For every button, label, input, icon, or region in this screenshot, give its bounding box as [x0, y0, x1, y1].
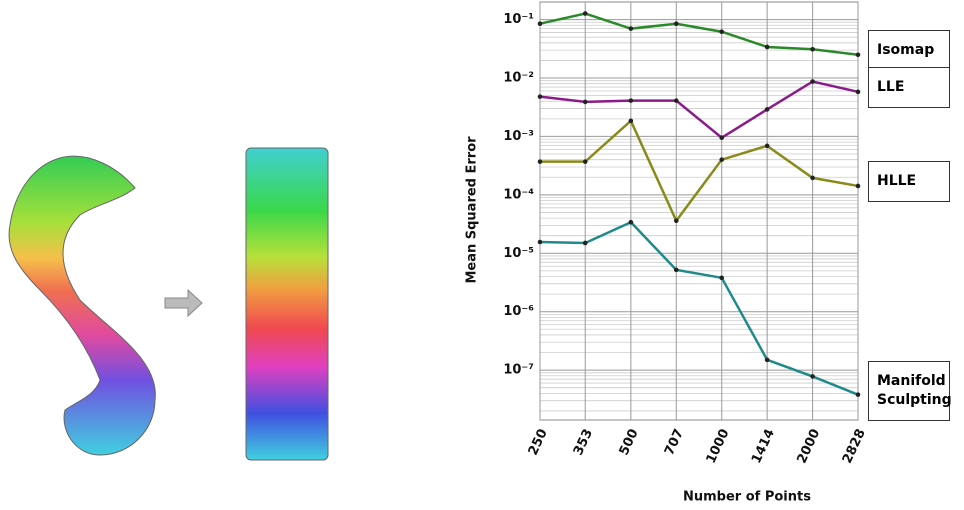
data-point [719, 135, 725, 141]
data-point [719, 29, 725, 35]
data-point [673, 218, 679, 224]
x-tick-label: 707 [662, 427, 687, 458]
data-point [673, 98, 679, 103]
x-axis-label: Number of Points [683, 490, 811, 505]
legend-entry: Manifold Sculpting [868, 360, 952, 421]
arrow [164, 288, 203, 318]
data-point [582, 240, 588, 246]
x-tick-label: 1000 [704, 427, 733, 466]
data-point [810, 47, 815, 52]
data-point [719, 157, 725, 162]
y-axis-label: Mean Squared Error [465, 136, 480, 284]
x-tick-label: 353 [571, 427, 596, 458]
data-point [810, 79, 815, 84]
y-tick-label: 10⁻⁴ [503, 187, 534, 202]
x-tick-label: 250 [526, 427, 551, 458]
manifold-s-curve [8, 155, 156, 456]
data-point [582, 159, 588, 164]
data-point [719, 275, 725, 281]
y-tick-label: 10⁻¹ [503, 12, 534, 27]
y-tick-label: 10⁻² [503, 71, 534, 86]
series-line [539, 12, 859, 57]
data-point [810, 374, 815, 379]
data-point [810, 175, 815, 181]
data-point [582, 11, 588, 16]
y-tick-label: 10⁻³ [503, 129, 534, 144]
y-tick-label: 10⁻⁵ [503, 246, 534, 261]
legend-entry: LLE [868, 67, 950, 109]
data-point [537, 239, 543, 245]
series-line [540, 118, 859, 224]
data-point [628, 118, 634, 124]
data-point [628, 26, 634, 31]
legend-entry: HLLE [868, 161, 950, 203]
x-tick-label: 2000 [794, 427, 823, 466]
data-point [764, 44, 770, 50]
data-point [855, 89, 861, 95]
data-point [628, 98, 634, 103]
data-point [764, 357, 770, 363]
data-point [764, 143, 770, 149]
x-tick-label: 1414 [749, 427, 778, 466]
x-tick-label: 500 [617, 427, 642, 458]
data-point [855, 183, 861, 189]
x-tick-label: 2828 [840, 427, 869, 466]
data-point [673, 267, 679, 273]
y-tick-label: 10⁻⁷ [503, 363, 534, 378]
y-tick-label: 10⁻⁶ [503, 304, 534, 319]
data-point [537, 159, 543, 164]
data-point [764, 107, 770, 112]
data-point [673, 21, 679, 27]
data-point [537, 21, 543, 27]
plot-area [539, 1, 859, 421]
series-line [539, 220, 859, 396]
series-line [539, 80, 859, 140]
data-point [855, 52, 861, 58]
data-point [537, 94, 543, 99]
data-point [628, 219, 634, 225]
data-point [855, 392, 861, 397]
legend-entry: Isomap [868, 30, 950, 72]
manifold-unrolled [245, 147, 329, 461]
data-point [582, 99, 588, 105]
